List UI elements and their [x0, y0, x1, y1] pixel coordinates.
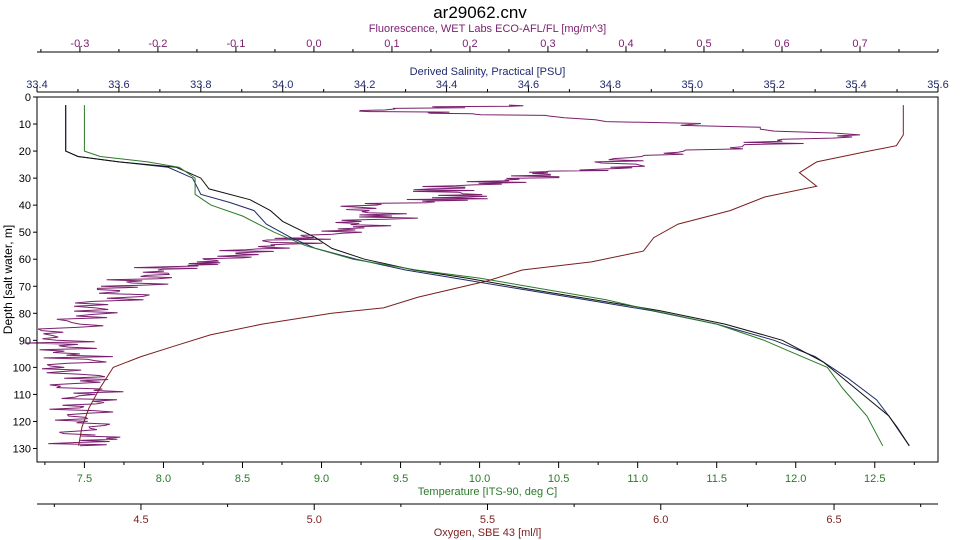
axis-tick-label-sal: 33.4: [26, 79, 47, 91]
depth-tick-label: 10: [19, 119, 31, 131]
axis-tick-label-temp: 11.5: [706, 473, 727, 485]
depth-tick-label: 50: [19, 227, 31, 239]
axis-tick-label-sal: 35.4: [845, 79, 866, 91]
axis-tick-label-temp: 12.0: [785, 473, 806, 485]
axis-tick-label-oxy: 6.5: [826, 514, 841, 526]
axis-tick-label-fluor: 0.6: [774, 38, 789, 50]
axis-tick-label-temp: 7.5: [77, 473, 92, 485]
depth-tick-label: 70: [19, 281, 31, 293]
axis-tick-label-sal: 35.6: [927, 79, 948, 91]
axis-label-sal: Derived Salinity, Practical [PSU]: [410, 66, 566, 78]
axis-tick-label-fluor: 0.4: [618, 38, 633, 50]
axis-tick-label-fluor: -0.2: [148, 38, 167, 50]
axis-tick-label-temp: 12.5: [864, 473, 885, 485]
depth-tick-label: 100: [13, 362, 31, 374]
axis-tick-label-oxy: 4.5: [133, 514, 148, 526]
plot-frame: [36, 96, 939, 463]
axis-tick-label-fluor: 0.0: [306, 38, 321, 50]
axis-tick-label-oxy: 5.0: [307, 514, 322, 526]
axis-tick-label-fluor: -0.1: [226, 38, 245, 50]
series-line-sal: [65, 105, 910, 447]
axis-label-oxy: Oxygen, SBE 43 [ml/l]: [434, 527, 542, 539]
depth-tick-label: 0: [25, 92, 31, 104]
axes-layer: 0 10 20 30 40 50 60 70 80 90 100 110 120 130 Depth [sa…: [1, 23, 949, 539]
depth-tick-label: 30: [19, 173, 31, 185]
depth-tick-label: 20: [19, 146, 31, 158]
axis-tick-label-sal: 34.0: [272, 79, 293, 91]
depth-tick-label: 60: [19, 254, 31, 266]
axis-tick-label-sal: 33.6: [108, 79, 129, 91]
series-line-oxy: [78, 105, 904, 446]
axis-tick-label-fluor: 0.3: [540, 38, 555, 50]
axis-tick-label-temp: 11.0: [627, 473, 648, 485]
axis-tick-label-sal: 34.8: [600, 79, 621, 91]
axis-tick-label-fluor: -0.3: [70, 38, 89, 50]
depth-tick-label: 90: [19, 335, 31, 347]
axis-tick-label-sal: 35.0: [682, 79, 703, 91]
series-layer: [24, 104, 910, 447]
axis-tick-label-fluor: 0.2: [462, 38, 477, 50]
axis-tick-label-sal: 34.2: [354, 79, 375, 91]
axis-tick-label-fluor: 0.5: [696, 38, 711, 50]
axis-tick-label-sal: 33.8: [190, 79, 211, 91]
axis-tick-label-sal: 35.2: [763, 79, 784, 91]
axis-label-fluor: Fluorescence, WET Labs ECO-AFL/FL [mg/m^…: [369, 23, 606, 35]
axis-tick-label-temp: 8.5: [235, 473, 250, 485]
axis-tick-label-temp: 10.5: [548, 473, 569, 485]
chart-title: ar29062.cnv: [433, 3, 527, 22]
axis-tick-label-fluor: 0.7: [852, 38, 867, 50]
depth-axis-label: Depth [salt water, m]: [1, 225, 15, 334]
axis-label-temp: Temperature [ITS-90, deg C]: [418, 486, 557, 498]
series-line-temp: [83, 105, 884, 447]
axis-tick-label-temp: 9.5: [393, 473, 408, 485]
series-line-fluor: [24, 104, 861, 447]
axis-tick-label-temp: 9.0: [314, 473, 329, 485]
depth-tick-label: 130: [13, 443, 31, 455]
depth-tick-label: 80: [19, 308, 31, 320]
axis-tick-label-fluor: 0.1: [384, 38, 399, 50]
depth-tick-label: 40: [19, 200, 31, 212]
depth-tick-label: 120: [13, 416, 31, 428]
axis-tick-label-temp: 8.0: [156, 473, 171, 485]
axis-tick-label-sal: 34.6: [518, 79, 539, 91]
axis-tick-label-temp: 10.0: [469, 473, 490, 485]
axis-tick-label-sal: 34.4: [436, 79, 457, 91]
axis-tick-label-oxy: 6.0: [653, 514, 668, 526]
series-line-sal: [65, 105, 910, 447]
depth-tick-label: 110: [13, 389, 31, 401]
axis-tick-label-oxy: 5.5: [480, 514, 495, 526]
